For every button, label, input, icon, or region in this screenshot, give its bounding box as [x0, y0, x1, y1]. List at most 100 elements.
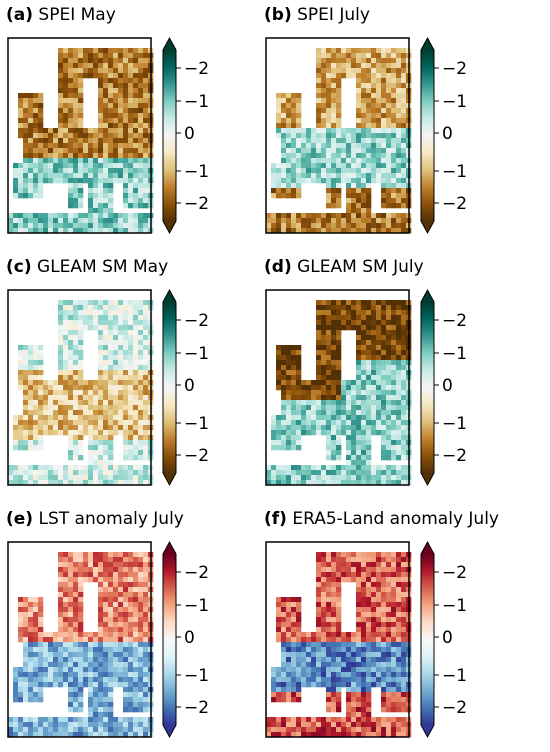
heatmap-cell — [356, 697, 361, 702]
heatmap-cell — [143, 98, 148, 103]
heatmap-cell — [43, 415, 48, 420]
heatmap-cell — [361, 682, 366, 687]
heatmap-cell — [361, 88, 366, 93]
heatmap-cell — [138, 335, 143, 340]
heatmap-cell — [108, 460, 113, 465]
heatmap-cell — [48, 380, 53, 385]
heatmap-cell — [346, 148, 351, 153]
heatmap-cell — [326, 365, 331, 370]
heatmap-cell — [271, 415, 276, 420]
heatmap-cell — [311, 138, 316, 143]
heatmap-cell — [391, 587, 396, 592]
heatmap-cell — [118, 330, 123, 335]
heatmap-cell — [361, 350, 366, 355]
heatmap-cell — [306, 148, 311, 153]
heatmap-cell — [396, 707, 401, 712]
heatmap-cell — [316, 672, 321, 677]
heatmap-cell — [381, 465, 386, 470]
heatmap-cell — [138, 687, 143, 692]
heatmap-cell — [123, 93, 128, 98]
heatmap-cell — [401, 562, 406, 567]
heatmap-cell — [386, 682, 391, 687]
heatmap-cell — [281, 183, 286, 188]
heatmap-cell — [138, 355, 143, 360]
heatmap-cell — [286, 637, 291, 642]
heatmap-cell — [366, 355, 371, 360]
heatmap-cell — [366, 315, 371, 320]
heatmap-cell — [38, 218, 43, 223]
heatmap-cell — [113, 430, 118, 435]
heatmap-cell — [38, 213, 43, 218]
heatmap-cell — [23, 717, 28, 722]
heatmap-cell — [286, 188, 291, 193]
heatmap-cell — [53, 163, 58, 168]
heatmap-cell — [376, 350, 381, 355]
heatmap-cell — [43, 420, 48, 425]
heatmap-cell — [321, 385, 326, 390]
colorbar-tick-label: −2 — [184, 311, 209, 331]
heatmap-cell — [296, 98, 301, 103]
heatmap-cell — [391, 557, 396, 562]
heatmap-cell — [118, 420, 123, 425]
heatmap-cell — [316, 63, 321, 68]
heatmap-cell — [371, 68, 376, 73]
heatmap-cell — [108, 198, 113, 203]
heatmap-cell — [63, 395, 68, 400]
heatmap-cell — [386, 300, 391, 305]
heatmap-cell — [366, 163, 371, 168]
heatmap-cell — [316, 562, 321, 567]
heatmap-cell — [316, 567, 321, 572]
heatmap-cell — [401, 183, 406, 188]
heatmap-cell — [113, 587, 118, 592]
heatmap-cell — [118, 118, 123, 123]
heatmap-cell — [28, 425, 33, 430]
heatmap-cell — [396, 63, 401, 68]
heatmap-cell — [401, 652, 406, 657]
heatmap-cell — [371, 552, 376, 557]
heatmap-cell — [336, 435, 341, 440]
heatmap-cell — [356, 395, 361, 400]
heatmap-cell — [48, 465, 53, 470]
heatmap-cell — [123, 138, 128, 143]
heatmap-cell — [18, 113, 23, 118]
heatmap-cell — [316, 68, 321, 73]
heatmap-cell — [108, 158, 113, 163]
heatmap-cell — [38, 93, 43, 98]
heatmap-cell — [78, 572, 83, 577]
heatmap-cell — [43, 153, 48, 158]
heatmap-cell — [371, 557, 376, 562]
heatmap-cell — [316, 612, 321, 617]
heatmap-cell — [346, 415, 351, 420]
heatmap-cell — [43, 168, 48, 173]
heatmap-cell — [286, 405, 291, 410]
heatmap-cell — [281, 395, 286, 400]
heatmap-cell — [63, 727, 68, 732]
heatmap-cell — [48, 632, 53, 637]
heatmap-cell — [68, 128, 73, 133]
heatmap-cell — [138, 138, 143, 143]
colorbar-tick-label: −1 — [442, 414, 467, 434]
heatmap-cell — [128, 335, 133, 340]
heatmap-cell — [133, 557, 138, 562]
heatmap-cell — [133, 330, 138, 335]
heatmap-cell — [401, 682, 406, 687]
heatmap-cell — [143, 465, 148, 470]
heatmap-cell — [123, 692, 128, 697]
heatmap-cell — [321, 83, 326, 88]
heatmap-cell — [321, 305, 326, 310]
heatmap-cell — [316, 138, 321, 143]
heatmap-cell — [371, 113, 376, 118]
heatmap-cell — [103, 420, 108, 425]
heatmap-cell — [356, 662, 361, 667]
heatmap-cell — [381, 375, 386, 380]
heatmap-cell — [401, 213, 406, 218]
heatmap-cell — [13, 682, 18, 687]
heatmap-cell — [381, 213, 386, 218]
heatmap-cell — [316, 577, 321, 582]
heatmap-cell — [336, 455, 341, 460]
heatmap-cell — [336, 687, 341, 692]
heatmap-cell — [326, 425, 331, 430]
heatmap-cell — [118, 88, 123, 93]
heatmap-cell — [371, 682, 376, 687]
